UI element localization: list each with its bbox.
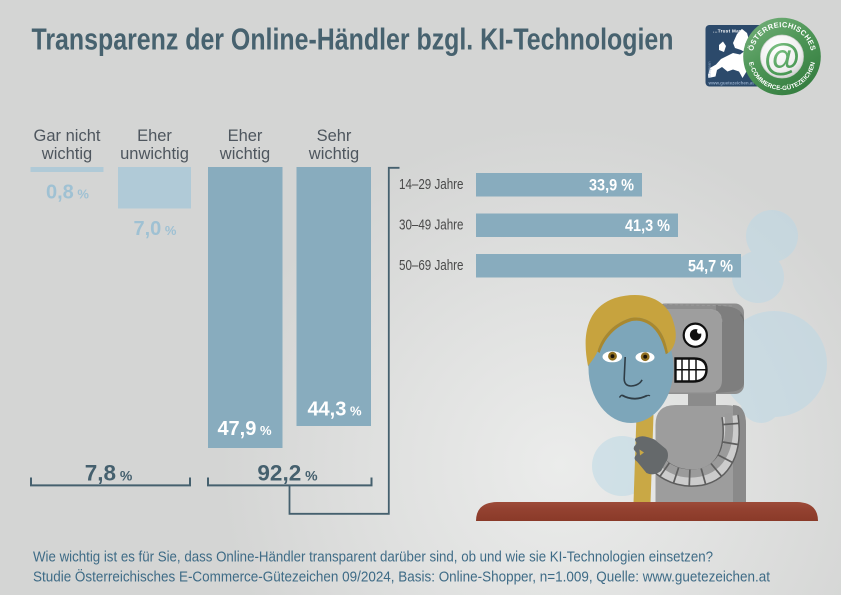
svg-text:Transparenz der Online-Händler: Transparenz der Online-Händler bzgl. KI-… <box>32 21 674 56</box>
svg-text:Sehr: Sehr <box>317 127 352 145</box>
svg-text:www.guetezeichen.at: www.guetezeichen.at <box>708 81 755 86</box>
svg-text:Eher: Eher <box>228 127 263 145</box>
svg-text:30–49 Jahre: 30–49 Jahre <box>399 217 464 234</box>
svg-text:33,9 %: 33,9 % <box>589 177 634 195</box>
svg-text:unwichtig: unwichtig <box>120 145 189 163</box>
svg-text:wichtig: wichtig <box>308 145 359 163</box>
svg-text:47,9 %: 47,9 % <box>217 418 272 440</box>
svg-text:Studie Österreichisches E-Comm: Studie Österreichisches E-Commerce-Gütez… <box>33 568 771 586</box>
svg-text:@: @ <box>764 37 800 78</box>
svg-text:Eher: Eher <box>137 127 172 145</box>
svg-text:54,7 %: 54,7 % <box>688 258 733 276</box>
svg-text:0,8 %: 0,8 % <box>46 182 89 204</box>
svg-text:44,3 %: 44,3 % <box>307 399 362 421</box>
svg-text:14–29 Jahre: 14–29 Jahre <box>399 176 464 193</box>
svg-text:wichtig: wichtig <box>41 145 92 163</box>
svg-text:7,0 %: 7,0 % <box>134 218 177 240</box>
svg-text:Gar nicht: Gar nicht <box>34 127 101 145</box>
svg-text:wichtig: wichtig <box>219 145 270 163</box>
svg-text:41,3 %: 41,3 % <box>625 217 670 235</box>
svg-text:Wie wichtig ist es für Sie, da: Wie wichtig ist es für Sie, dass Online-… <box>33 549 713 566</box>
svg-text:50–69 Jahre: 50–69 Jahre <box>399 257 464 274</box>
svg-text:European: European <box>708 62 712 78</box>
svg-text:...Trust Mark: ...Trust Mark <box>713 29 744 34</box>
